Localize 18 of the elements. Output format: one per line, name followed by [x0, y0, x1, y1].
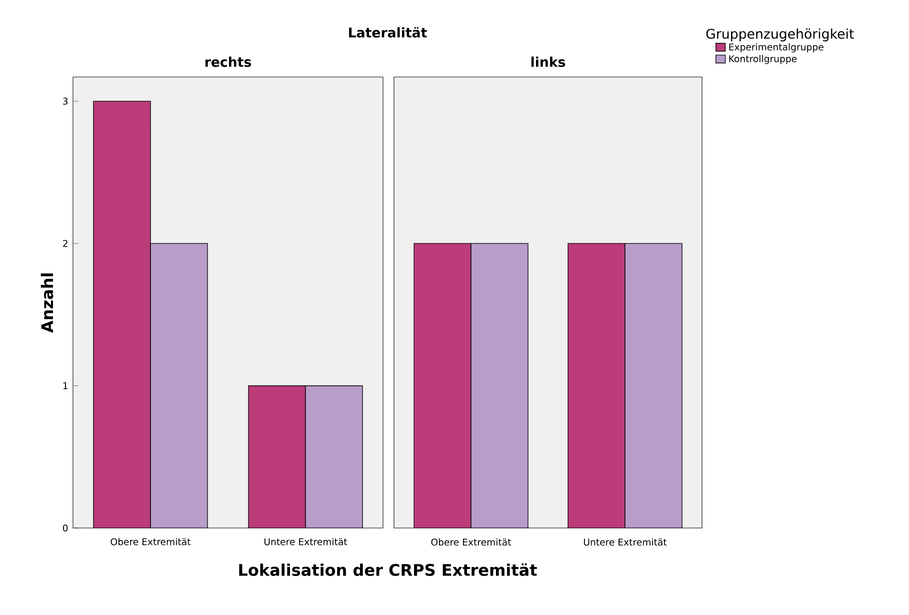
chart-title: rechts: [205, 56, 252, 67]
y-tick-label: 1: [63, 382, 68, 390]
x-tick-label: Untere Extremität: [584, 538, 667, 546]
y-tick-label: 0: [62, 524, 68, 532]
y-tick-label: 3: [63, 98, 68, 105]
bar: [305, 385, 363, 528]
chart-title: links: [531, 56, 566, 67]
x-axis-title: Lokalisation der CRPS Extremität: [239, 563, 537, 576]
y-axis-title: Anzahl: [40, 273, 54, 333]
x-tick-label: Untere Extremität: [264, 538, 348, 546]
legend-title: Gruppenzugehörigkeit: [706, 28, 854, 42]
legend-label: Kontrollgruppe: [729, 55, 797, 64]
legend-label: Experimentalgruppe: [729, 43, 824, 52]
text: Lateralität: [349, 27, 427, 38]
bar: [150, 243, 208, 528]
y-tick-label: 2: [63, 240, 68, 247]
x-tick-label: Obere Extremität: [110, 538, 191, 546]
x-tick-label: Obere Extremität: [431, 538, 512, 546]
